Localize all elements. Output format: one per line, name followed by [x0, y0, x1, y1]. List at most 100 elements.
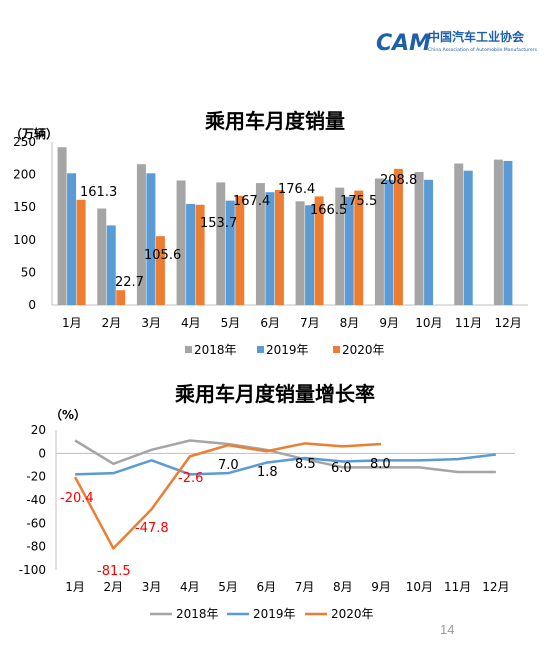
bar-2018-4: [176, 180, 186, 305]
line-series-2018: [74, 439, 496, 474]
data-label: 175.5: [340, 194, 377, 209]
y-tick-label: 250: [13, 135, 36, 149]
data-label: 22.7: [115, 275, 144, 290]
bar-2019-11: [463, 170, 473, 305]
y-tick-label: 100: [13, 233, 36, 247]
cam-logo-icon: CAM: [376, 31, 431, 56]
data-label: 7.0: [218, 458, 239, 473]
bar-2020-8: [354, 190, 364, 305]
bar-2018-10: [414, 171, 424, 305]
line-series-2020: [74, 442, 382, 550]
x-tick-label: 10月: [415, 316, 442, 330]
x-tick-label: 4月: [181, 316, 201, 330]
data-label: 176.4: [278, 182, 315, 197]
x-tick-label: 9月: [379, 316, 399, 330]
x-tick-label: 9月: [371, 580, 391, 594]
data-label: -20.4: [60, 491, 94, 506]
org-name-cn: 中国汽车工业协会: [428, 29, 525, 44]
page-number: 14: [440, 622, 455, 637]
legend-label: 2020年: [342, 343, 385, 357]
bar-2020-7: [314, 196, 324, 305]
legend-label: 2018年: [194, 343, 237, 357]
monthly-sales-chart: 乘用车月度销量 （万辆） 0 50 100 150 200 250 1月 2月 3月 4月 5月 6月 7月…: [10, 109, 528, 357]
data-label: 8.0: [370, 457, 391, 472]
x-tick-label: 6月: [260, 316, 280, 330]
bar-2020-3: [155, 236, 165, 305]
bar-2018-6: [255, 183, 265, 305]
bar-2018-3: [136, 164, 146, 305]
data-label: 167.4: [233, 194, 270, 209]
unit-label: （万辆）: [10, 126, 58, 141]
bar-2018-12: [493, 159, 503, 305]
y-tick-label: -80: [26, 540, 46, 554]
x-tick-label: 3月: [142, 580, 162, 594]
y-tick-label: 50: [21, 265, 36, 279]
x-tick-label: 3月: [141, 316, 161, 330]
x-tick-label: 1月: [65, 580, 85, 594]
x-tick-label: 2月: [102, 316, 122, 330]
x-tick-label: 8月: [333, 580, 353, 594]
bar-2018-8: [335, 187, 345, 305]
bar-2019-10: [424, 179, 434, 305]
header-svg: CAM 中国汽车工业协会 China Association of Automo…: [376, 29, 538, 56]
bar-2019-9: [384, 179, 394, 305]
y-tick-label: -40: [26, 493, 46, 507]
data-label: -47.8: [135, 521, 169, 536]
bar-2019-2: [106, 225, 116, 305]
y-tick-label: 200: [13, 168, 36, 182]
data-label: -81.5: [97, 564, 131, 579]
bar-2020-2: [116, 290, 126, 305]
data-label: 6.0: [331, 461, 352, 476]
legend-swatch: [257, 346, 264, 353]
x-tick-label: 10月: [406, 580, 433, 594]
bar-2018-7: [295, 201, 305, 305]
bar-2020-4: [195, 204, 205, 305]
bar-2020-5: [235, 195, 245, 305]
data-label: 1.8: [257, 465, 278, 480]
bar-2018-5: [216, 182, 226, 305]
y-tick-label: -60: [26, 516, 46, 530]
bar-2019-6: [265, 192, 275, 305]
bar-2018-11: [454, 163, 464, 305]
bar-2020-9: [393, 168, 403, 305]
unit-label: （%）: [50, 407, 86, 422]
y-tick-label: 150: [13, 200, 36, 214]
legend-label: 2019年: [253, 607, 296, 621]
bar-2019-8: [344, 196, 354, 305]
x-tick-label: 5月: [221, 316, 241, 330]
chart-title: 乘用车月度销量增长率: [174, 382, 375, 406]
org-name-en: China Association of Automobile Manufact…: [428, 47, 538, 53]
bar-2020-6: [274, 189, 284, 305]
y-tick-label: 0: [28, 298, 36, 312]
x-tick-label: 12月: [482, 580, 509, 594]
y-tick-label: 0: [38, 446, 46, 460]
bar-2019-5: [225, 200, 235, 305]
legend-swatch: [185, 346, 192, 353]
legend-label: 2018年: [176, 607, 219, 621]
data-label: -2.6: [178, 471, 203, 486]
x-tick-label: 12月: [495, 316, 522, 330]
bar-2020-1: [76, 199, 86, 305]
x-tick-label: 7月: [295, 580, 315, 594]
x-tick-label: 7月: [300, 316, 320, 330]
growth-rate-chart: 乘用车月度销量增长率 （%） 20 0 -20 -40 -60 -80 -100 1月 2月 3月 4月…: [19, 382, 515, 621]
data-label: 105.6: [144, 248, 181, 263]
legend-label: 2019年: [266, 343, 309, 357]
data-label: 208.8: [380, 173, 417, 188]
line-series-2019: [75, 453, 497, 476]
x-tick-label: 2月: [104, 580, 124, 594]
x-tick-label: 11月: [455, 316, 482, 330]
bar-2019-7: [305, 205, 315, 305]
y-tick-label: 20: [31, 423, 46, 437]
x-tick-label: 1月: [62, 316, 82, 330]
bar-2019-3: [146, 173, 156, 305]
bar-2018-2: [97, 208, 107, 305]
data-label: 153.7: [200, 216, 237, 231]
bar-2018-1: [57, 147, 67, 305]
x-tick-label: 8月: [340, 316, 360, 330]
y-tick-label: -20: [26, 470, 46, 484]
chart-title: 乘用车月度销量: [204, 109, 345, 133]
header: CAM 中国汽车工业协会 China Association of Automo…: [0, 0, 550, 80]
bar-2019-12: [503, 160, 513, 305]
legend-swatch: [333, 346, 340, 353]
